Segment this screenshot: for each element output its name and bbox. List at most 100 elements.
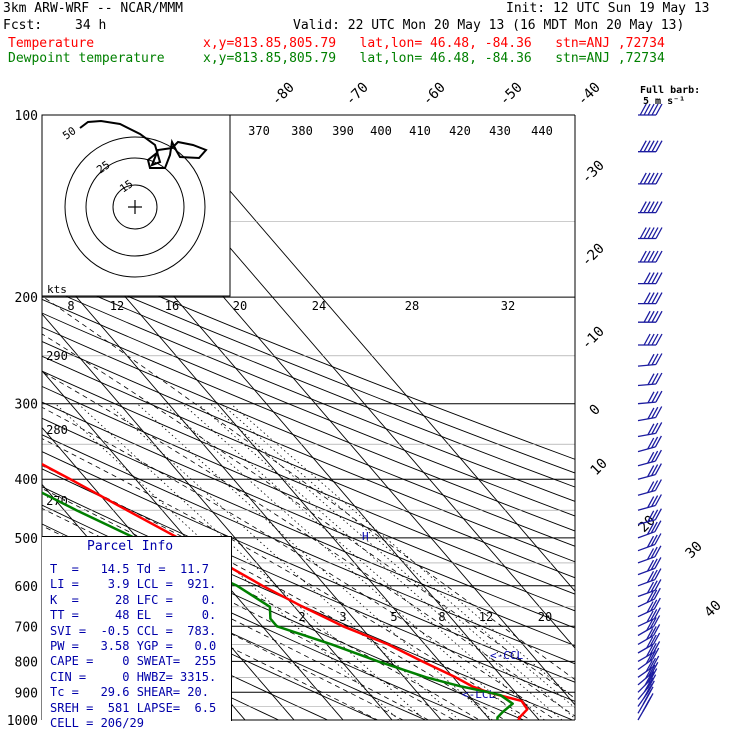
wind-barb-flag: [639, 172, 647, 185]
wind-barb-flag: [651, 201, 659, 213]
wind-barb-flag: [650, 609, 658, 621]
hodograph-ring: [112, 184, 158, 230]
wind-barb-flag: [646, 601, 654, 613]
wind-barb-flag: [651, 310, 659, 323]
wind-barb: [637, 422, 663, 438]
parcel-info-row: CAPE = 0 SWEAT= 255: [50, 654, 217, 669]
isotherm-label: -50: [497, 80, 526, 109]
hodograph-ring: [85, 157, 185, 257]
dry-adiabat: [42, 355, 575, 579]
barb-legend-line1: Full barb:: [640, 85, 700, 96]
wind-barb-flag: [654, 435, 662, 448]
wind-barb-flag: [650, 599, 658, 612]
dry-adiabat: [42, 285, 575, 502]
wind-barb-flag: [647, 103, 655, 116]
wind-barb: [637, 479, 662, 496]
wind-barb: [638, 272, 663, 285]
wind-barb: [638, 227, 663, 240]
dry-adiabat: [42, 340, 575, 563]
wind-barb-flag: [651, 250, 659, 263]
wind-barb-flag: [654, 568, 662, 580]
wind-barb: [637, 435, 662, 453]
dry-adiabat: [42, 434, 575, 665]
mixing-ratio-label: 2: [298, 610, 305, 624]
wind-barb-flag: [655, 250, 663, 263]
mixing-ratio-label: 8: [67, 299, 74, 313]
mixing-ratio-label: 28: [405, 299, 419, 313]
wind-barb-flag: [639, 103, 647, 116]
wind-barb-flag: [646, 559, 655, 572]
theta-label: 290: [46, 349, 68, 363]
wind-barb-flag: [649, 634, 657, 647]
wind-barb-flag: [651, 464, 659, 476]
wind-barb: [637, 533, 662, 552]
wind-barb-flag: [644, 673, 652, 686]
parcel-info-row: SVI = -0.5 CCL = 783.: [50, 623, 217, 638]
moist-adiabat: [42, 333, 575, 699]
dry-adiabat: [42, 468, 575, 702]
wind-barb-flag: [653, 632, 661, 645]
barb-legend-line2: 5 m s⁻¹: [643, 96, 685, 107]
wind-barb-flag: [646, 628, 654, 640]
dry-adiabat: [42, 401, 575, 629]
wind-barb-flag: [646, 535, 655, 548]
wind-barb: [637, 693, 654, 721]
parcel-info-rows: T = 14.5 Td = 11.7 LI = 3.9 LCL = 921. K =…: [50, 562, 216, 731]
wind-barb: [637, 463, 662, 480]
isotherm-label: -20: [579, 241, 608, 270]
isotherm-label: -40: [575, 80, 604, 109]
wind-barb-flag: [647, 227, 655, 239]
wind-barb-flag: [655, 372, 663, 385]
wind-barb-flag: [647, 140, 655, 153]
wind-barb: [637, 674, 657, 700]
wind-barb: [637, 557, 662, 576]
wind-barb-flag: [651, 661, 659, 674]
wind-barb-shaft: [637, 416, 656, 422]
dry-adiabat: [42, 326, 575, 547]
wind-barb-flag: [654, 520, 662, 533]
wind-barb-flag: [655, 103, 663, 116]
wind-barb-shaft: [637, 401, 656, 405]
wind-barb-flag: [653, 641, 661, 653]
wind-barb-flag: [643, 140, 651, 153]
hodograph-trace: [79, 119, 208, 169]
wind-barb-flag: [651, 292, 659, 304]
wind-barb-flag: [651, 140, 659, 153]
wind-barb-shaft: [637, 460, 656, 467]
temperature-legend-label: Temperature: [8, 36, 95, 51]
theta-label: 420: [449, 124, 471, 138]
wind-barb-flag: [649, 626, 657, 638]
mixing-ratio-line: [220, 403, 575, 709]
isotherm-label: -10: [579, 324, 608, 353]
wind-barb-flag: [650, 558, 658, 571]
wind-barb-flag: [650, 589, 658, 602]
dry-adiabat: [42, 312, 575, 532]
wind-barb: [637, 607, 661, 627]
wind-barb-flag: [650, 580, 658, 593]
mixing-ratio-line: [197, 403, 563, 720]
wind-barb: [637, 568, 662, 587]
chart-annotation: H: [362, 530, 369, 543]
mixing-ratio-label: 16: [165, 299, 179, 313]
wind-barb-flag: [655, 201, 663, 213]
wind-barb-flag: [651, 333, 659, 346]
wind-barb-flag: [654, 494, 662, 506]
wind-barb-flag: [649, 617, 657, 629]
dewpoint-legend-label: Dewpoint temperature: [8, 51, 165, 66]
hodograph-ring-label: 25: [94, 158, 112, 176]
wind-barb-flag: [646, 581, 655, 594]
wind-barb: [637, 668, 658, 693]
wind-barb-flag: [651, 450, 659, 463]
parcel-info-row: SREH = 581 LAPSE= 6.5: [50, 700, 217, 715]
pressure-label: 300: [15, 398, 38, 413]
parcel-info-box: [42, 536, 232, 721]
wind-barb-flag: [647, 423, 655, 436]
theta-label: 390: [332, 124, 354, 138]
wind-barb-flag: [653, 597, 661, 610]
wind-barb: [637, 406, 663, 422]
mixing-ratio-label: 12: [110, 299, 124, 313]
wind-barb-flag: [643, 103, 651, 116]
init-time: Init: 12 UTC Sun 19 May 13: [506, 1, 710, 16]
wind-barb: [637, 661, 659, 686]
wind-barb-flag: [654, 533, 662, 545]
